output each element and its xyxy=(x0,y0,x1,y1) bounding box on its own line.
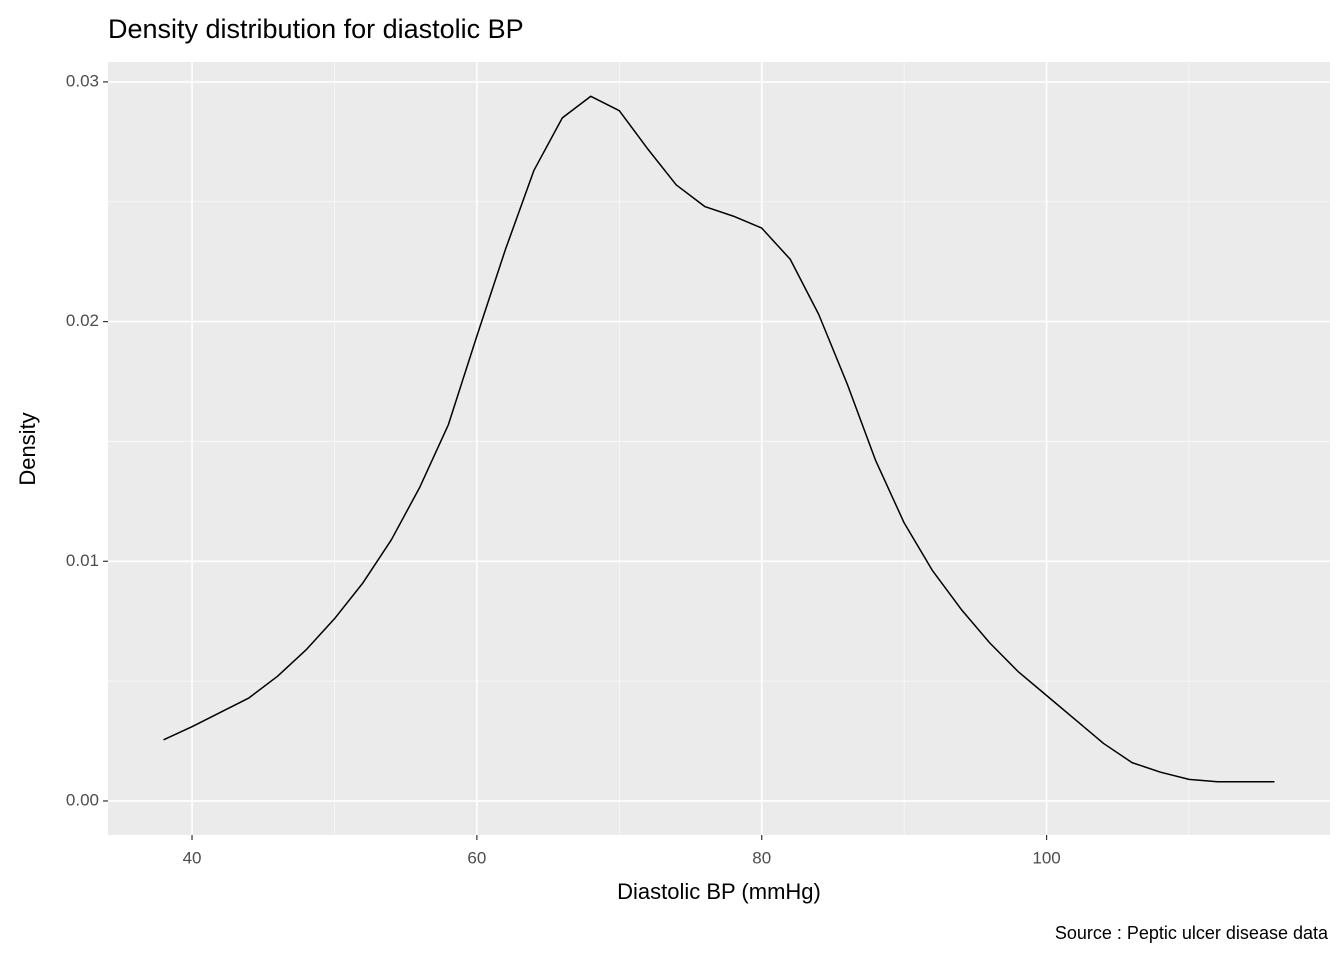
y-tick-label: 0.00 xyxy=(66,790,99,809)
panel xyxy=(108,62,1330,835)
y-tick-label: 0.01 xyxy=(66,551,99,570)
y-tick-label: 0.02 xyxy=(66,311,99,330)
chart-title: Density distribution for diastolic BP xyxy=(108,14,524,44)
y-axis-label: Density xyxy=(15,412,40,485)
caption: Source : Peptic ulcer disease data xyxy=(1055,923,1329,943)
density-line xyxy=(163,95,1275,783)
x-tick-label: 40 xyxy=(183,848,202,867)
x-tick-label: 80 xyxy=(752,848,771,867)
x-tick-label: 100 xyxy=(1032,848,1060,867)
x-axis-label: Diastolic BP (mmHg) xyxy=(617,879,821,904)
grid xyxy=(108,62,1330,835)
y-tick-label: 0.03 xyxy=(66,71,99,90)
x-tick-label: 60 xyxy=(467,848,486,867)
